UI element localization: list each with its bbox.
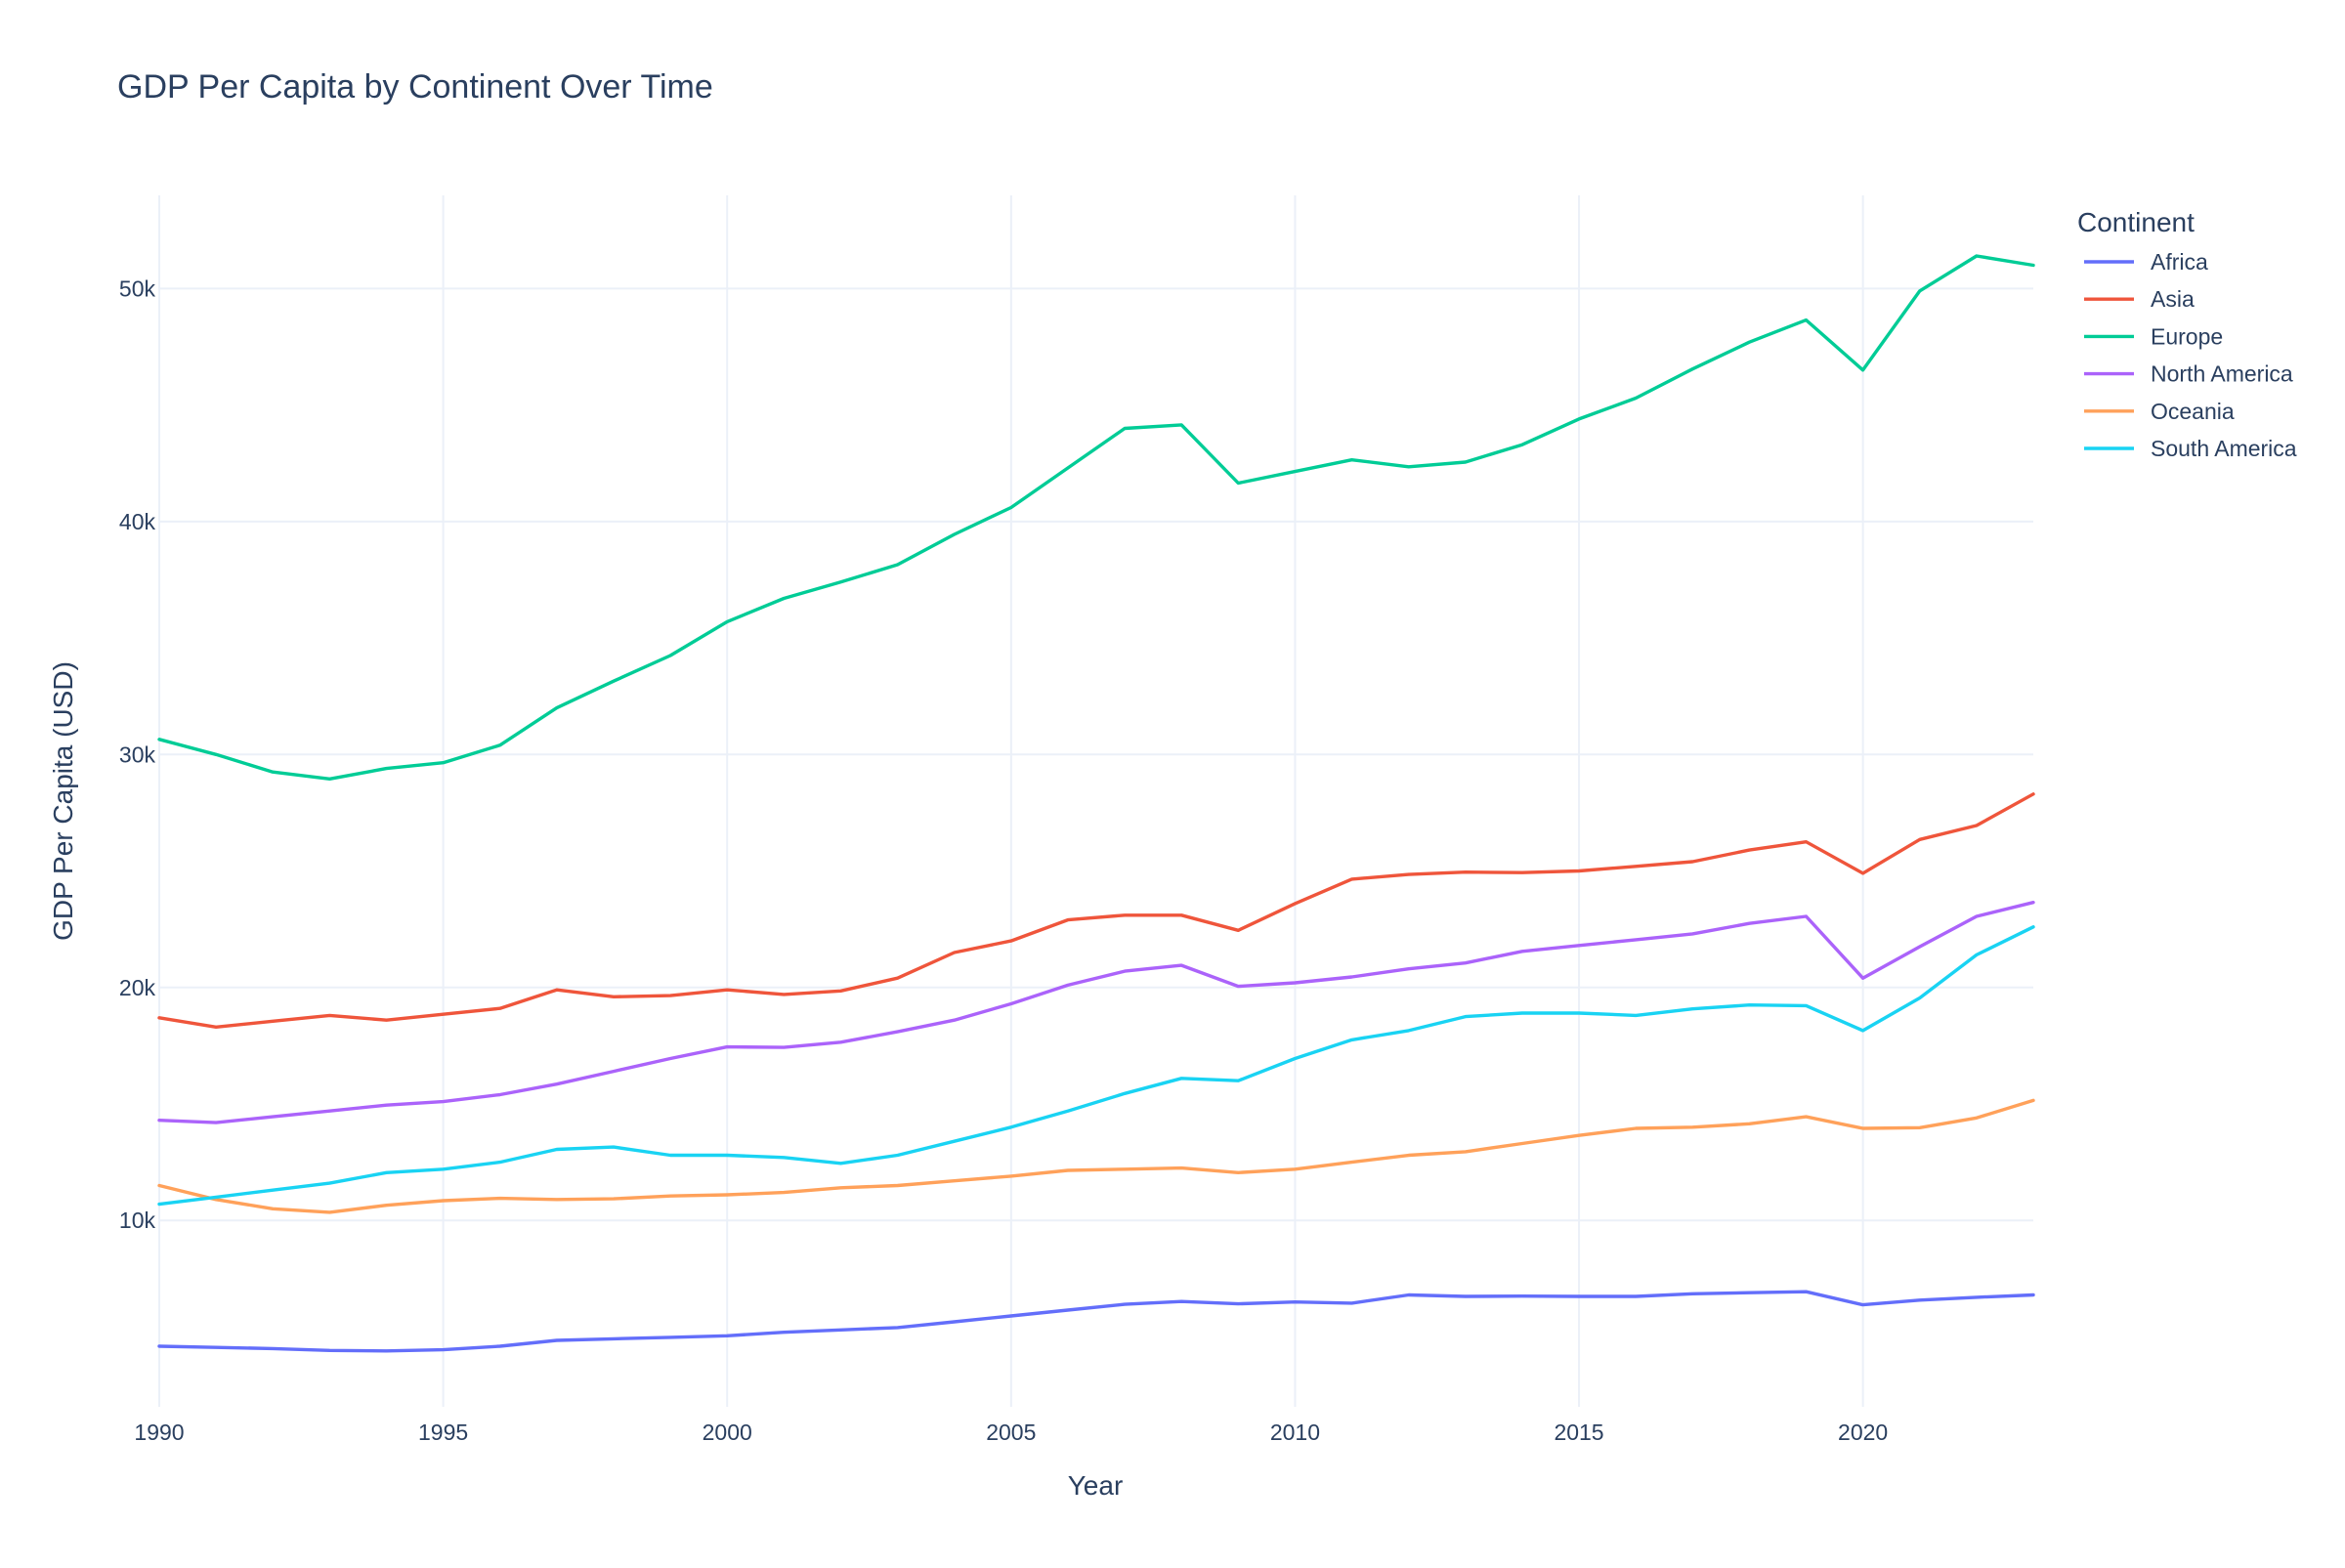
legend-label: Europe xyxy=(2151,323,2223,349)
legend-label: Oceania xyxy=(2151,399,2235,424)
y-tick-label: 40k xyxy=(119,509,156,534)
x-axis-title: Year xyxy=(1068,1470,1124,1501)
series-line-north-america xyxy=(157,901,2035,1124)
legend-label: South America xyxy=(2151,436,2297,461)
series-line-asia xyxy=(157,792,2035,1030)
legend-label: North America xyxy=(2151,361,2293,387)
x-tick-label: 2000 xyxy=(703,1420,752,1445)
y-axis-ticks: 10k 20k 30k 40k 50k xyxy=(119,275,156,1233)
x-tick-label: 2010 xyxy=(1270,1420,1320,1445)
y-tick-label: 50k xyxy=(119,275,156,301)
series-line-oceania xyxy=(157,1098,2035,1214)
legend-item-europe[interactable]: Europe xyxy=(2084,323,2223,349)
y-tick-label: 10k xyxy=(119,1208,156,1233)
legend-item-oceania[interactable]: Oceania xyxy=(2084,399,2235,424)
series-line-africa xyxy=(157,1290,2035,1353)
y-axis-title: GDP Per Capita (USD) xyxy=(48,661,78,941)
x-tick-label: 1990 xyxy=(134,1420,184,1445)
y-tick-label: 20k xyxy=(119,975,156,1000)
x-tick-label: 2015 xyxy=(1554,1420,1603,1445)
legend-title: Continent xyxy=(2077,207,2195,237)
y-tick-label: 30k xyxy=(119,742,156,767)
x-tick-label: 1995 xyxy=(418,1420,468,1445)
x-tick-label: 2020 xyxy=(1838,1420,1888,1445)
series-line-south-america xyxy=(157,925,2035,1207)
grid-layer xyxy=(158,195,2033,1407)
legend: Continent Africa Asia Europe North America O… xyxy=(2077,207,2297,461)
legend-items: Africa Asia Europe North America Oceania Sout… xyxy=(2084,249,2297,461)
legend-item-south-america[interactable]: South America xyxy=(2084,436,2297,461)
legend-item-north-america[interactable]: North America xyxy=(2084,361,2293,387)
x-tick-label: 2005 xyxy=(986,1420,1036,1445)
legend-label: Africa xyxy=(2151,249,2208,275)
legend-item-asia[interactable]: Asia xyxy=(2084,286,2195,312)
series-layer xyxy=(157,254,2035,1353)
x-axis-ticks: 1990 1995 2000 2005 2010 2015 2020 xyxy=(134,1420,1888,1445)
series-line-europe xyxy=(157,254,2035,781)
legend-item-africa[interactable]: Africa xyxy=(2084,249,2208,275)
legend-label: Asia xyxy=(2151,286,2195,312)
chart-title: GDP Per Capita by Continent Over Time xyxy=(117,68,713,106)
